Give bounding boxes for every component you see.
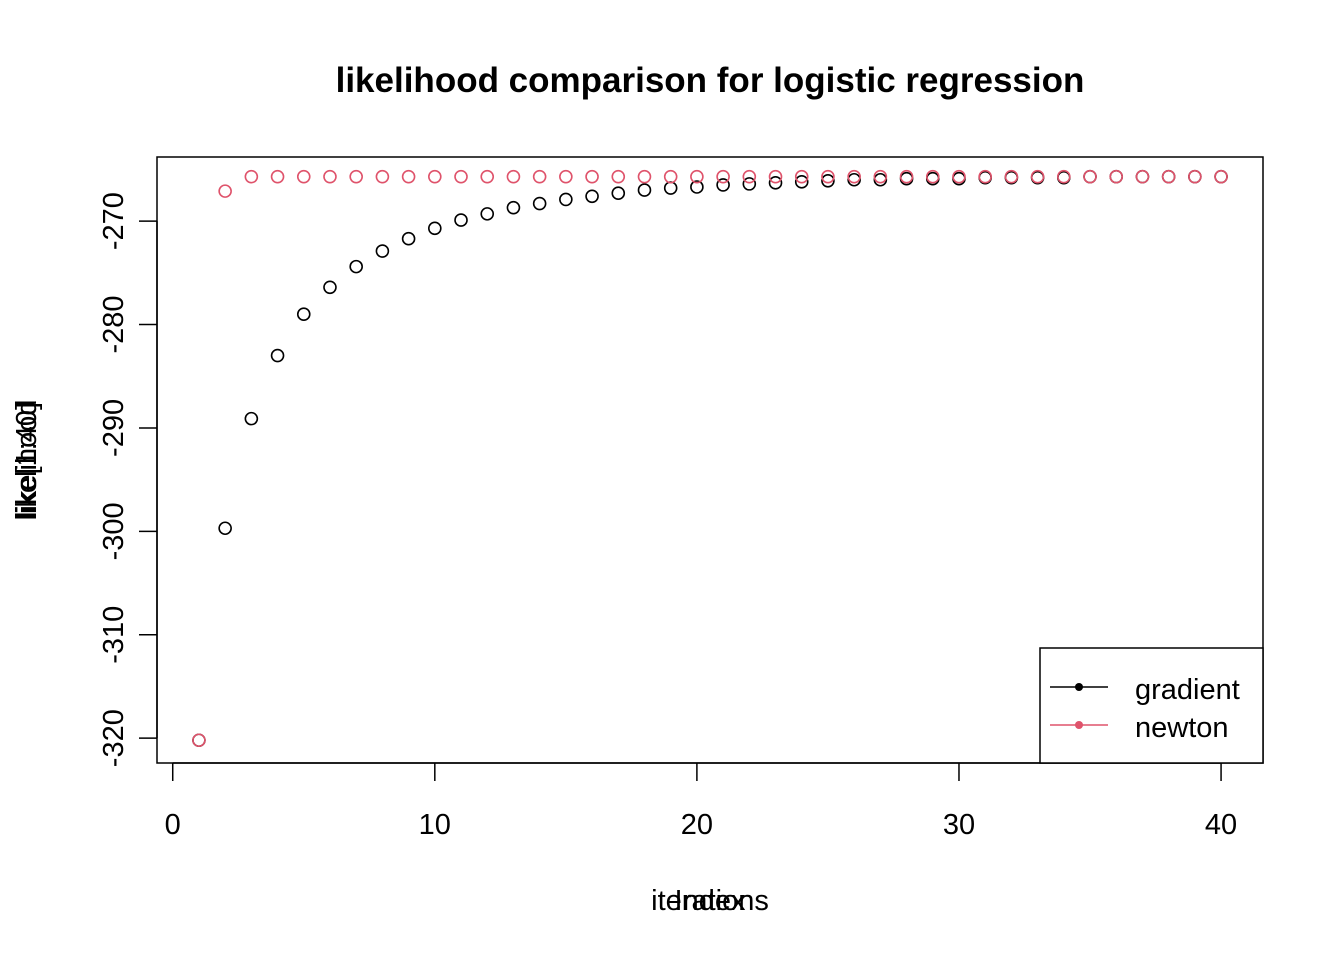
gradient-point [323, 280, 337, 295]
newton-point [1135, 169, 1150, 184]
gradient-point [821, 173, 835, 188]
newton-point [1004, 169, 1019, 184]
newton-point [532, 169, 547, 184]
gradient-point [742, 177, 757, 191]
newton-point [323, 169, 337, 184]
gradient-point [794, 175, 809, 189]
gradient-point [349, 259, 363, 274]
legend-box [1039, 647, 1264, 764]
y-axis-label-like: like[1:40] [11, 402, 43, 518]
y-tick-label: -280 [98, 296, 130, 354]
newton-point [1057, 169, 1071, 184]
gradient-point [375, 244, 390, 258]
newton-point [1214, 169, 1228, 184]
newton-point [1109, 169, 1124, 184]
newton-point [899, 169, 914, 184]
newton-point [1083, 169, 1097, 184]
gradient-point [480, 207, 495, 221]
x-axis-label-iterations: iterations [651, 885, 769, 917]
newton-point [716, 169, 730, 184]
newton-point [585, 169, 599, 184]
gradient-point [532, 196, 547, 211]
x-tick-label: 20 [681, 809, 713, 841]
y-axis-label-likelihood: likelihood [11, 400, 43, 521]
newton-point [978, 169, 992, 184]
gradient-point [401, 231, 416, 246]
gradient-point [428, 221, 442, 236]
newton-point [611, 169, 626, 184]
newton-point [742, 169, 757, 184]
legend-gradient-marker [1075, 683, 1083, 691]
gradient-point [637, 183, 652, 197]
x-tick-label: 40 [1205, 809, 1237, 841]
x-axis-label-index: Index [675, 885, 746, 917]
gradient-point [768, 176, 783, 190]
y-tick-label: -300 [98, 502, 130, 560]
newton-point [768, 169, 783, 184]
newton-point [873, 169, 888, 184]
gradient-point [244, 411, 259, 426]
newton-point [559, 169, 573, 184]
gradient-point [218, 521, 232, 536]
newton-point [1188, 169, 1202, 184]
gradient-point [611, 186, 626, 200]
newton-point [847, 169, 861, 184]
legend-gradient-label: gradient [1135, 674, 1240, 706]
newton-point [244, 169, 259, 184]
x-tick-label: 10 [419, 809, 451, 841]
newton-point [192, 733, 206, 748]
newton-point [663, 169, 678, 184]
legend-newton-label: newton [1135, 712, 1229, 744]
newton-point [296, 169, 311, 184]
x-axis: 0 10 20 30 40 [165, 762, 1237, 841]
y-tick-label: -290 [98, 399, 130, 457]
newton-point [952, 169, 966, 184]
newton-point [821, 169, 835, 184]
y-axis: -320 -310 -300 -290 -280 -270 [98, 192, 158, 767]
newton-point [454, 169, 468, 184]
gradient-point [270, 348, 285, 363]
newton-point [925, 169, 940, 184]
legend-newton-marker [1075, 721, 1083, 729]
newton-point [428, 169, 442, 184]
newton-point [506, 169, 521, 184]
newton-point [270, 169, 285, 184]
newton-point [375, 169, 390, 184]
newton-point [690, 169, 704, 184]
y-tick-label: -320 [98, 709, 130, 767]
gradient-point [690, 180, 704, 194]
chart-title: likelihood comparison for logistic regre… [336, 61, 1085, 100]
data-points [192, 169, 1228, 748]
gradient-point [506, 200, 521, 215]
newton-point [218, 184, 232, 198]
x-tick-label: 30 [943, 809, 975, 841]
gradient-point [663, 181, 678, 195]
x-tick-label: 0 [165, 809, 181, 841]
gradient-point [559, 192, 573, 207]
y-tick-label: -310 [98, 606, 130, 664]
gradient-point [716, 178, 730, 192]
gradient-point [454, 213, 468, 227]
newton-point [480, 169, 495, 184]
y-tick-label: -270 [98, 192, 130, 250]
newton-point [401, 169, 416, 184]
gradient-point [296, 307, 311, 321]
newton-point [1161, 169, 1176, 184]
legend: gradient newton [1039, 647, 1264, 764]
newton-point [637, 169, 652, 184]
gradient-point [585, 189, 599, 204]
newton-point [1030, 169, 1045, 184]
newton-point [794, 169, 809, 184]
newton-point [349, 169, 363, 184]
